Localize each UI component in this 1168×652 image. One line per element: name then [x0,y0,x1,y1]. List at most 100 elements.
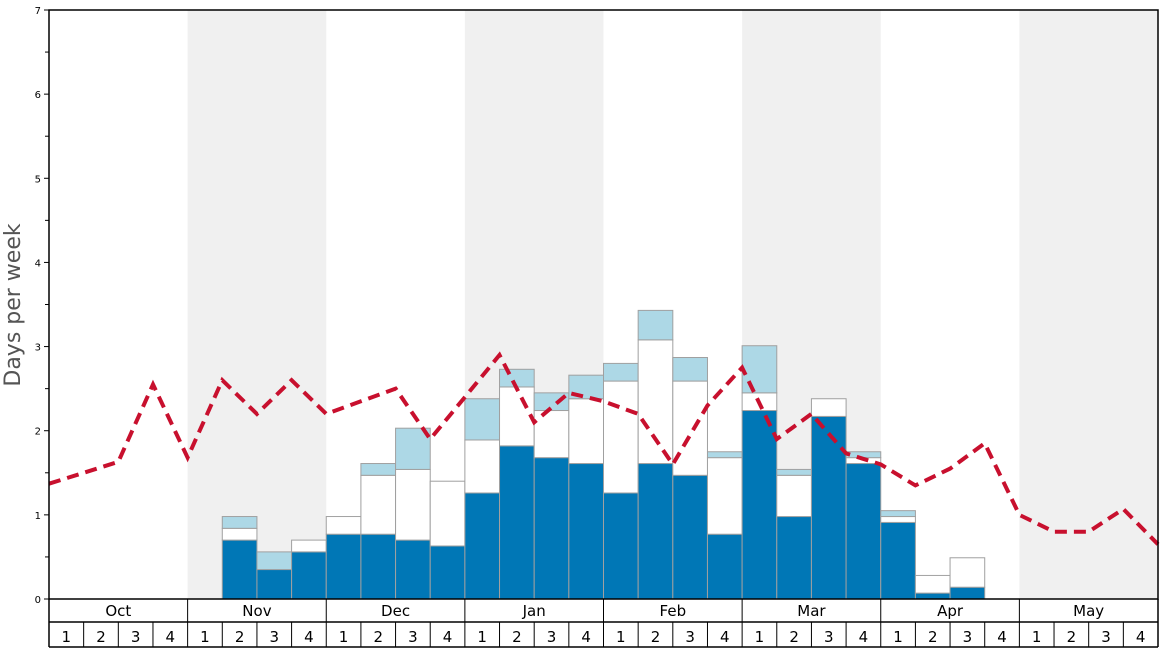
y-tick-label: 5 [35,174,41,185]
bar-white-10 [360,474,397,535]
bar-dark-13 [464,492,501,600]
bar-white-23 [810,398,847,417]
y-tick-label: 2 [35,427,41,438]
bar-light-20 [706,451,743,459]
bar-light-10 [360,463,397,476]
week-label: 3 [685,628,695,646]
bar-white-9 [325,516,362,535]
bar-dark-12 [429,545,466,600]
month-label-may: May [1073,602,1104,620]
y-axis-label: Days per week [1,223,26,386]
week-label: 4 [304,628,314,646]
month-band-nov [187,10,327,599]
bar-white-18 [637,339,674,465]
bar-dark-20 [706,533,743,600]
bar-white-12 [429,480,466,547]
bar-white-6 [221,527,258,541]
bar-white-17 [603,380,639,494]
bar-light-18 [637,309,674,341]
bar-light-25 [880,510,916,518]
week-label: 2 [235,628,245,646]
bar-dark-18 [637,463,674,600]
week-label: 4 [1136,628,1146,646]
week-label: 1 [755,628,765,646]
bar-dark-27 [949,586,986,600]
bar-dark-6 [221,539,258,600]
y-tick-label: 6 [35,90,41,101]
bar-light-17 [603,362,639,382]
bar-light-6 [221,516,258,529]
week-label: 1 [1032,628,1042,646]
week-label: 4 [443,628,453,646]
month-label-apr: Apr [937,602,964,620]
week-label: 3 [131,628,141,646]
bar-white-15 [533,410,570,459]
bar-dark-15 [533,457,570,600]
bar-dark-26 [914,592,951,600]
bar-dark-23 [810,415,847,600]
week-label: 4 [166,628,176,646]
week-label: 2 [373,628,383,646]
week-label: 2 [789,628,799,646]
week-label: 4 [859,628,869,646]
week-label: 3 [1101,628,1111,646]
bar-dark-10 [360,533,397,600]
y-tick-label: 0 [35,595,41,606]
bar-light-24 [845,451,882,459]
month-label-feb: Feb [660,602,687,620]
bar-white-13 [464,439,501,494]
week-label: 2 [96,628,106,646]
bar-white-25 [880,516,916,523]
y-tick-label: 3 [35,343,41,354]
bar-dark-22 [776,516,812,600]
bar-white-20 [706,457,743,535]
week-label: 4 [720,628,730,646]
bar-dark-7 [256,569,293,600]
month-label-mar: Mar [797,602,826,620]
week-label: 1 [339,628,349,646]
week-label: 1 [616,628,626,646]
bar-white-11 [395,468,431,541]
week-label: 4 [581,628,591,646]
week-label: 4 [997,628,1007,646]
bar-light-21 [741,345,778,394]
week-label: 2 [512,628,522,646]
week-label: 1 [200,628,210,646]
bar-dark-9 [325,533,362,600]
bar-white-27 [949,557,986,588]
bar-white-22 [776,474,812,518]
bar-light-13 [464,398,501,441]
month-label-jan: Jan [522,602,546,620]
bar-white-8 [291,539,327,553]
bar-dark-14 [499,445,535,600]
bar-light-22 [776,468,812,476]
week-label: 3 [269,628,279,646]
bar-dark-8 [291,551,327,600]
month-label-nov: Nov [242,602,271,620]
week-label: 2 [928,628,938,646]
month-label-dec: Dec [381,602,410,620]
week-label: 2 [651,628,661,646]
bar-dark-19 [672,474,708,600]
y-tick-label: 7 [35,6,41,17]
y-tick-label: 4 [35,258,41,269]
bar-white-26 [914,574,951,594]
bar-dark-25 [880,521,916,600]
week-label: 1 [477,628,487,646]
bar-dark-17 [603,492,639,600]
bar-light-19 [672,357,708,382]
bar-light-11 [395,427,431,470]
week-label: 3 [963,628,973,646]
week-label: 2 [1067,628,1077,646]
month-label-oct: Oct [105,602,131,620]
bar-dark-16 [568,463,604,600]
week-label: 1 [893,628,903,646]
bar-light-7 [256,551,293,571]
week-label: 1 [62,628,72,646]
bar-white-19 [672,380,708,476]
y-tick-label: 1 [35,511,41,522]
week-label: 3 [408,628,418,646]
week-label: 3 [824,628,834,646]
